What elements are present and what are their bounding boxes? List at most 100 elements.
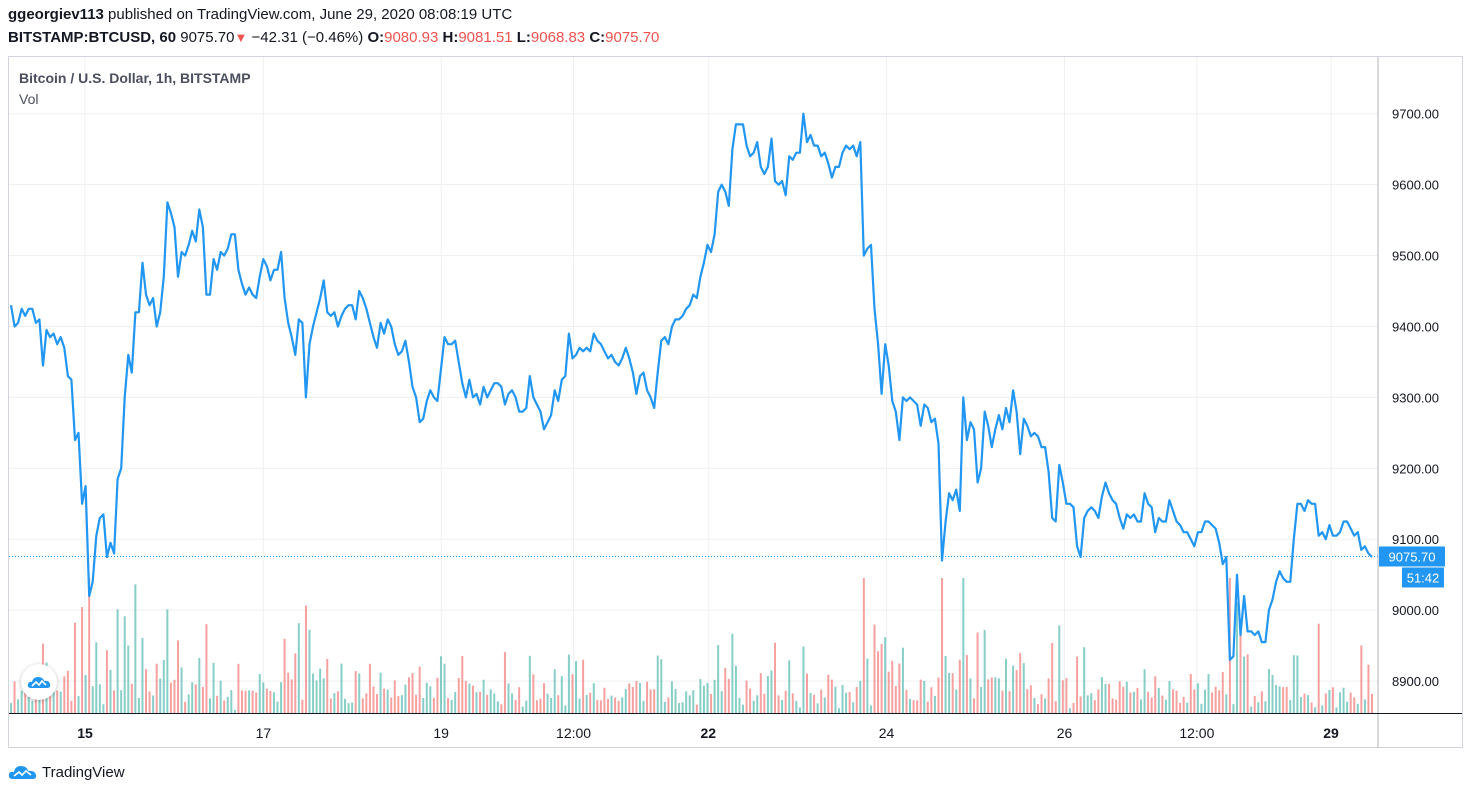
volume-bar: [980, 687, 983, 713]
volume-bar: [1282, 687, 1285, 713]
volume-bar: [635, 680, 638, 713]
volume-bar: [422, 697, 425, 713]
volume-bar: [1267, 669, 1270, 713]
volume-bar: [1147, 691, 1150, 713]
legend-title: Bitcoin / U.S. Dollar, 1h, BITSTAMP: [19, 70, 251, 86]
volume-bar: [845, 692, 848, 713]
volume-bar: [1214, 686, 1217, 713]
volume-bar: [539, 698, 542, 713]
volume-bar: [84, 675, 87, 713]
volume-bar: [514, 699, 517, 713]
volume-bar: [1140, 699, 1143, 713]
volume-bar: [1278, 686, 1281, 713]
volume-bar: [109, 669, 112, 713]
volume-bar: [752, 700, 755, 713]
volume-bar: [1054, 701, 1057, 713]
volume-bar: [621, 697, 624, 713]
volume-bar: [631, 687, 634, 713]
volume-bar: [240, 690, 243, 713]
volume-bar: [955, 689, 958, 713]
volume-bar: [528, 655, 531, 713]
chart-frame: [8, 56, 1463, 748]
volume-bar: [1179, 702, 1182, 713]
volume-bar: [855, 687, 858, 713]
volume-bar: [73, 622, 76, 713]
volume-bar: [1243, 656, 1246, 713]
volume-bar: [1122, 686, 1125, 713]
volume-bar: [27, 697, 30, 713]
volume-bar: [1051, 642, 1054, 713]
volume-bar: [365, 693, 368, 713]
volume-bar: [745, 680, 748, 713]
volume-bar: [1211, 692, 1214, 713]
volume-bar: [720, 691, 723, 713]
volume-bar: [713, 679, 716, 713]
footer-brand[interactable]: TradingView: [8, 763, 125, 781]
volume-bar: [1303, 693, 1306, 713]
volume-bar: [52, 691, 55, 713]
volume-bar: [1125, 681, 1128, 713]
volume-bar: [1008, 691, 1011, 713]
volume-bar: [990, 677, 993, 713]
volume-bar: [1086, 695, 1089, 713]
volume-bar: [841, 684, 844, 713]
volume-bar: [610, 695, 613, 713]
legend-vol: Vol: [19, 91, 39, 107]
volume-bar: [1029, 685, 1032, 713]
volume-bar: [532, 674, 535, 713]
low-value: 9068.83: [530, 29, 586, 46]
volume-bar: [1143, 669, 1146, 713]
volume-bar: [1346, 701, 1349, 713]
volume-bar: [1047, 678, 1050, 713]
volume-bar: [141, 638, 144, 713]
volume-bar: [830, 679, 833, 713]
volume-bar: [155, 663, 158, 713]
volume-bar: [237, 663, 240, 713]
volume-bar: [1250, 706, 1253, 713]
volume-bar: [251, 690, 254, 713]
volume-bar: [415, 694, 418, 713]
volume-bar: [1036, 704, 1039, 713]
volume-bar: [1172, 689, 1175, 713]
published-text: published on TradingView.com, June 29, 2…: [103, 6, 513, 23]
volume-bar: [877, 651, 880, 713]
volume-bar: [777, 695, 780, 713]
volume-bar: [909, 698, 912, 713]
volume-bar: [535, 700, 538, 713]
high-value: 9081.51: [458, 29, 513, 46]
volume-bar: [1260, 691, 1263, 713]
volume-bar: [521, 706, 524, 713]
volume-bar: [681, 702, 684, 713]
volume-bar: [123, 616, 126, 713]
volume-bar: [1285, 687, 1288, 713]
volume-bar: [1072, 702, 1075, 713]
volume-bar: [464, 680, 467, 713]
volume-bar: [1207, 674, 1210, 713]
volume-bar: [1292, 655, 1295, 713]
volume-bar: [98, 684, 101, 713]
volume-bar: [322, 678, 325, 713]
volume-bar: [425, 682, 428, 713]
volume-bar: [184, 701, 187, 713]
volume-bar: [20, 690, 23, 713]
volume-bar: [49, 683, 52, 713]
y-tick-label: 9000.00: [1392, 603, 1439, 618]
volume-bar: [866, 658, 869, 713]
volume-bar: [88, 578, 91, 713]
volume-bar: [386, 689, 389, 713]
volume-bar: [717, 644, 720, 713]
volume-bar: [638, 682, 641, 713]
volume-bar: [660, 659, 663, 713]
volume-bar: [333, 693, 336, 713]
volume-bar: [1253, 696, 1256, 713]
volume-bar: [1196, 683, 1199, 713]
volume-bar: [1044, 698, 1047, 713]
volume-bar: [63, 676, 66, 713]
tradingview-badge-icon[interactable]: [21, 664, 57, 700]
volume-bar: [1331, 687, 1334, 713]
volume-bar: [38, 696, 41, 713]
volume-bar: [1154, 676, 1157, 713]
volume-bar: [304, 605, 307, 713]
volume-bar: [1221, 671, 1224, 713]
